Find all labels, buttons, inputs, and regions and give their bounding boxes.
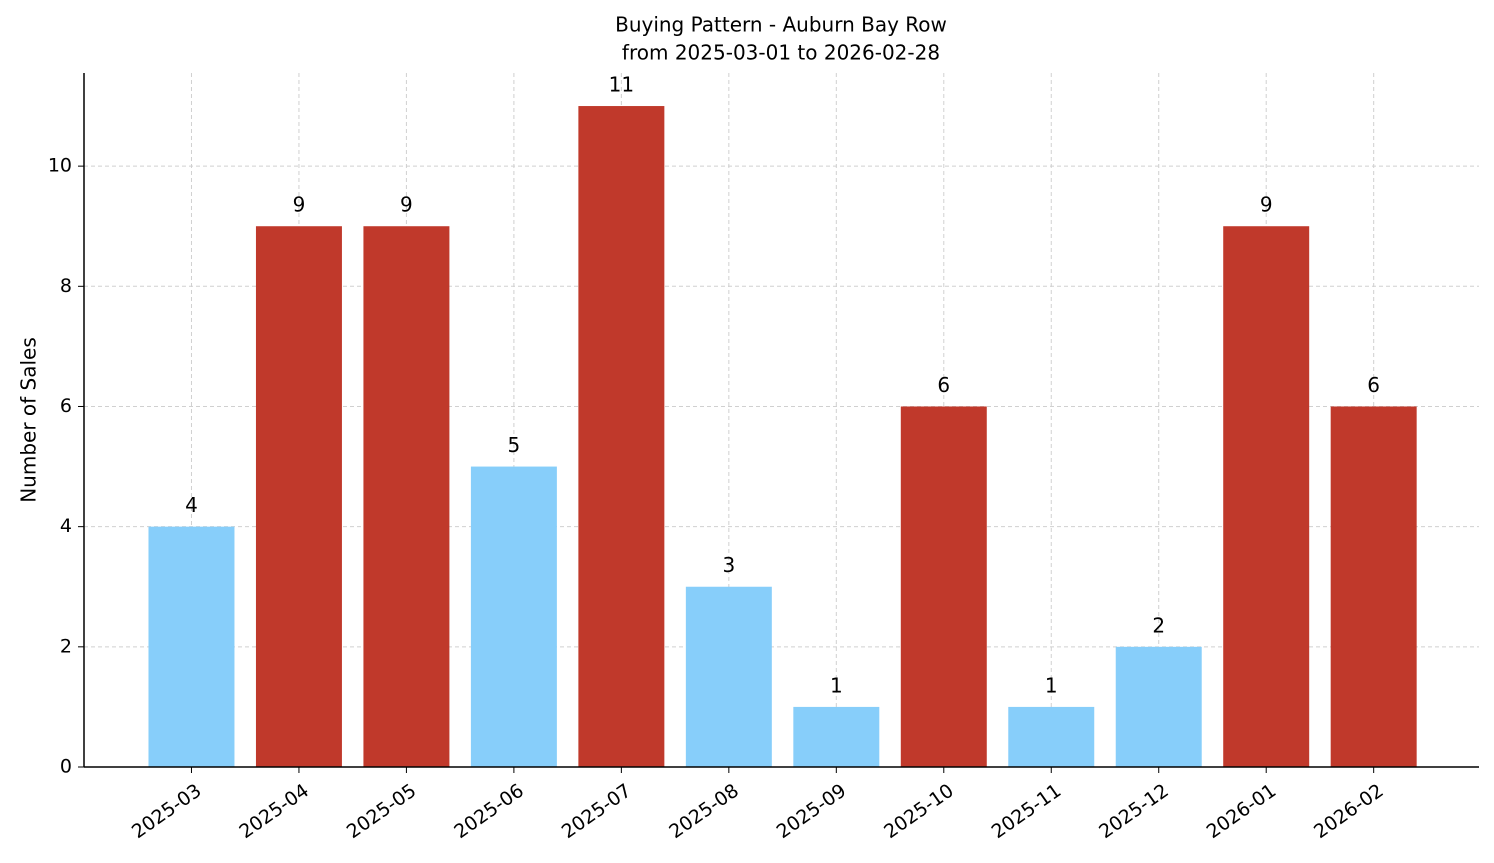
bar	[1330, 406, 1417, 767]
x-tick-label: 2026-02	[1310, 780, 1388, 844]
y-tick-label: 10	[48, 155, 72, 177]
bar	[255, 226, 342, 768]
value-label: 9	[400, 193, 413, 217]
x-tick-label: 2025-04	[235, 780, 313, 844]
bar	[1223, 226, 1310, 768]
bar	[685, 586, 772, 767]
y-tick-label: 8	[60, 275, 72, 297]
value-label: 6	[937, 373, 950, 397]
value-label: 5	[508, 433, 521, 457]
x-tick-label: 2025-10	[880, 780, 958, 844]
value-label: 9	[1260, 193, 1273, 217]
x-tick-label: 2025-09	[773, 780, 851, 844]
value-label: 11	[609, 73, 634, 97]
chart-title: Buying Pattern - Auburn Bay Row	[615, 13, 947, 37]
x-tick-label: 2025-11	[988, 780, 1066, 844]
x-tick-label: 2025-06	[450, 780, 528, 844]
bar	[470, 466, 557, 767]
y-tick-label: 2	[60, 635, 72, 657]
x-tick-label: 2025-07	[558, 780, 636, 844]
y-tick-label: 0	[60, 756, 72, 778]
x-tick-label: 2025-03	[128, 780, 206, 844]
bar	[363, 226, 450, 768]
value-label: 1	[830, 673, 843, 697]
x-tick-label: 2025-05	[343, 780, 421, 844]
value-label: 9	[293, 193, 306, 217]
y-tick-label: 4	[60, 515, 72, 537]
y-tick-label: 6	[60, 395, 72, 417]
chart-subtitle: from 2025-03-01 to 2026-02-28	[622, 41, 940, 65]
bar	[793, 706, 880, 767]
value-label: 6	[1367, 373, 1380, 397]
bar	[148, 526, 235, 767]
bar	[1008, 706, 1095, 767]
value-label: 1	[1045, 673, 1058, 697]
bar	[1115, 646, 1202, 767]
value-label: 2	[1152, 613, 1165, 637]
x-tick-label: 2026-01	[1203, 780, 1281, 844]
y-axis-label: Number of Sales	[17, 337, 41, 503]
bar	[578, 106, 665, 768]
x-tick-label: 2025-08	[665, 780, 743, 844]
bar	[900, 406, 987, 767]
value-label: 4	[185, 493, 198, 517]
value-label: 3	[722, 553, 735, 577]
x-tick-label: 2025-12	[1095, 780, 1173, 844]
